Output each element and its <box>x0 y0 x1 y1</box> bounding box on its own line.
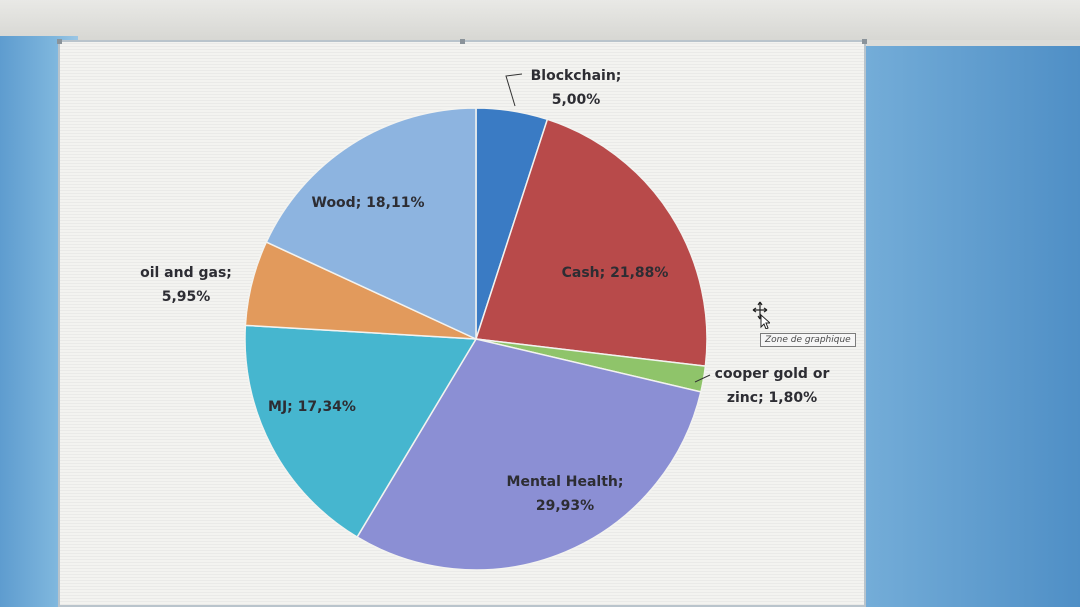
data-label-blockchain: Blockchain; 5,00% <box>531 68 622 108</box>
pie-chart[interactable]: Blockchain; 5,00% Cash; 21,88% cooper gold … <box>60 42 864 605</box>
data-label-cooper-gold-or-zinc: cooper gold or zinc; 1,80% <box>715 366 830 406</box>
leader-line-cooper-gold-or-zinc <box>694 374 711 383</box>
chart-area[interactable]: Blockchain; 5,00% Cash; 21,88% cooper gold … <box>57 39 867 607</box>
leader-line-blockchain <box>505 73 523 107</box>
resize-handle-top-right[interactable] <box>862 39 867 44</box>
data-label-mental-health: Mental Health; 29,93% <box>507 474 624 514</box>
top-window-strip <box>0 0 1080 40</box>
resize-handle-top[interactable] <box>460 39 465 44</box>
resize-handle-top-left[interactable] <box>57 39 62 44</box>
chart-area-tooltip: Zone de graphique <box>760 333 856 347</box>
pie-slice-wood[interactable] <box>265 107 477 341</box>
pie-slice-cash[interactable] <box>475 118 708 368</box>
data-label-wood: Wood; 18,11% <box>312 195 425 211</box>
right-background-panel <box>840 46 1080 607</box>
data-label-mj: MJ; 17,34% <box>268 399 356 415</box>
data-label-cash: Cash; 21,88% <box>562 265 669 281</box>
move-cursor-icon <box>752 301 770 329</box>
pie-slice-mental-health[interactable] <box>356 338 702 571</box>
data-label-oil-and-gas: oil and gas; 5,95% <box>140 265 232 305</box>
pie-slice-mj[interactable] <box>244 324 478 539</box>
